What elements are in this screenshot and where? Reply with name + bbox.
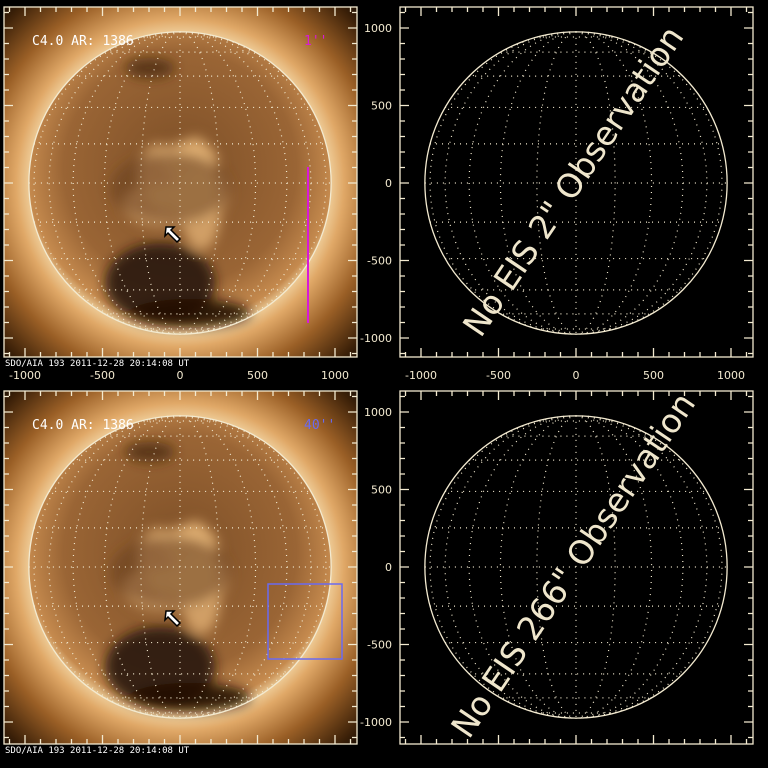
x-tick-label: -500 (486, 369, 511, 382)
x-tick-label: 1000 (717, 369, 745, 382)
x-tick-label: 500 (247, 369, 268, 382)
y-tick-label: 0 (385, 177, 392, 190)
arrow-icon (164, 226, 182, 244)
eis-panel-bottom-right: No EIS 266" Observation (424, 385, 728, 745)
coronal-hole (130, 299, 250, 327)
tick-marks (400, 391, 753, 744)
y-tick-label: 1000 (364, 406, 392, 419)
aia-image-top-left: C4.0 AR: 1386 1'' (4, 7, 357, 357)
slit-width-label: 40'' (304, 418, 335, 433)
y-tick-label: -500 (367, 639, 392, 652)
tick-marks (4, 391, 357, 744)
tick-marks (400, 7, 753, 357)
solar-limb (28, 31, 332, 335)
axes-bottom-right: 1000 500 0 -500 -1000 (360, 390, 754, 745)
slit-width-label: 1'' (304, 34, 327, 49)
coronal-hole (130, 683, 250, 711)
solar-limb (28, 415, 332, 719)
no-observation-message: No EIS 266" Observation (443, 385, 703, 744)
y-tick-label: -500 (367, 255, 392, 268)
y-tick-label: -1000 (360, 332, 392, 345)
x-tick-label: 0 (177, 369, 184, 382)
longitude-grid (33, 31, 327, 335)
y-tick-label: 500 (371, 100, 392, 113)
x-tick-label: -500 (90, 369, 115, 382)
aia-image-bottom-left: C4.0 AR: 1386 40'' (4, 391, 357, 744)
flare-label: C4.0 AR: 1386 (32, 418, 134, 433)
eis-panel-top-right: No EIS 2" Observation (424, 19, 728, 343)
axes-top-left: -1000 -500 0 500 1000 (3, 6, 358, 382)
image-footer: SDO/AIA 193 2011-12-28 20:14:08 UT (5, 359, 190, 369)
longitude-grid (429, 415, 723, 719)
x-tick-label: 1000 (321, 369, 349, 382)
x-tick-label: 500 (643, 369, 664, 382)
tick-marks (4, 7, 357, 357)
dark-region (125, 58, 175, 78)
eis-raster-box (267, 583, 343, 660)
quiet-sun (110, 153, 230, 223)
arrow-icon (164, 610, 182, 628)
disk-features (105, 58, 250, 327)
disk-features (105, 442, 250, 711)
y-tick-label: 500 (371, 484, 392, 497)
axes-bottom-left (3, 390, 358, 745)
solar-limb (424, 31, 728, 335)
quiet-sun (110, 537, 230, 607)
no-observation-message: No EIS 2" Observation (455, 19, 691, 343)
image-footer: SDO/AIA 193 2011-12-28 20:14:08 UT (5, 746, 190, 756)
y-tick-label: 0 (385, 561, 392, 574)
longitude-grid (429, 31, 723, 335)
axes-top-right: -1000 -500 0 500 1000 1000 500 0 -500 -1000 (360, 6, 754, 382)
solar-limb (424, 415, 728, 719)
x-tick-label: -1000 (405, 369, 437, 382)
flare-label: C4.0 AR: 1386 (32, 34, 134, 49)
longitude-grid (33, 415, 327, 719)
y-tick-label: -1000 (360, 716, 392, 729)
x-tick-label: 0 (573, 369, 580, 382)
dark-region (125, 442, 175, 462)
y-tick-label: 1000 (364, 22, 392, 35)
x-tick-label: -1000 (9, 369, 41, 382)
